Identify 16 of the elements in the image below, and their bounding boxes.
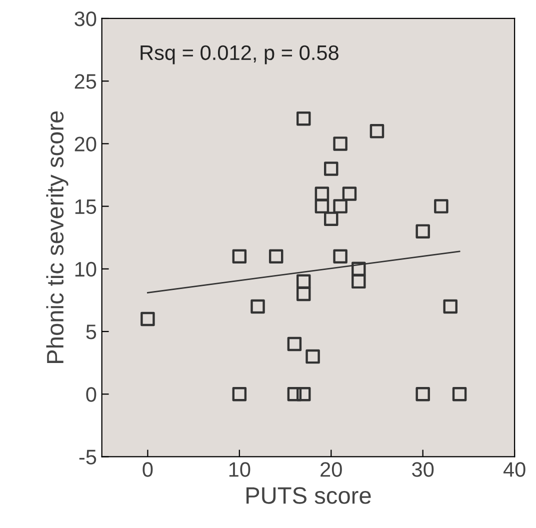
x-tick-label: 10 xyxy=(229,462,250,477)
x-tick-label: 40 xyxy=(503,462,526,477)
y-tick-label: 25 xyxy=(74,74,96,89)
y-tick-label: 20 xyxy=(74,136,96,152)
y-tick-label: -5 xyxy=(79,450,96,464)
y-tick-label: 15 xyxy=(75,200,96,214)
y-tick-label: 0 xyxy=(86,387,96,402)
x-tick-label: 20 xyxy=(320,462,342,477)
y-axis-title: Phonic tic severity score xyxy=(46,111,68,363)
y-tick-label: 10 xyxy=(75,262,96,277)
x-tick-label: 0 xyxy=(142,462,153,477)
y-tick-label: 30 xyxy=(74,11,96,26)
y-tick-label: 5 xyxy=(86,324,96,340)
annotation: Rsq = 0.012, p = 0.58 xyxy=(140,45,338,64)
x-tick-label: 30 xyxy=(412,462,434,477)
x-axis-title: PUTS score xyxy=(246,487,371,504)
